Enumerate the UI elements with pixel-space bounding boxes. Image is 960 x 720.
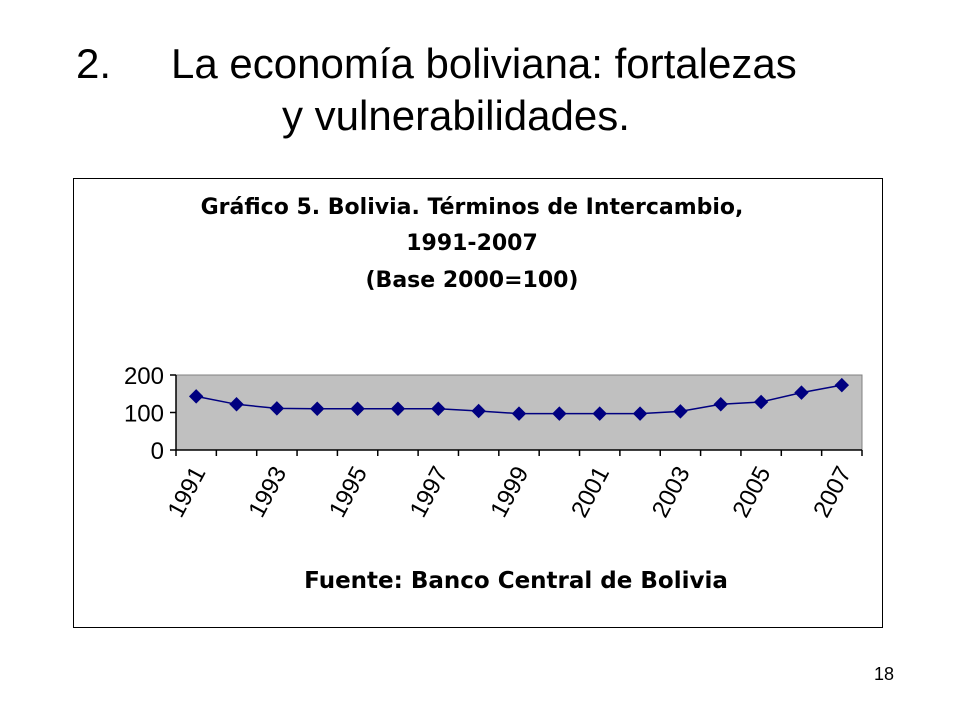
y-tick-label: 200 [124,363,164,390]
data-point-marker [431,401,446,416]
data-point-marker [269,401,285,416]
data-point-marker [552,406,567,421]
x-tick-label: 1999 [485,462,534,522]
x-tick-label: 2003 [647,462,696,522]
x-tick-label: 2005 [728,462,777,522]
data-point-marker [511,406,527,421]
data-point-marker [471,403,486,419]
slide-title-text-1: La economía boliviana: fortalezas [171,40,797,87]
y-tick-label: 0 [151,438,164,465]
chart-title-line-3: (Base 2000=100) [366,268,579,293]
x-tick-label: 1993 [243,462,292,522]
data-point-marker [673,404,688,419]
data-point-marker [390,401,406,416]
data-point-marker [592,406,607,421]
chart-title-line-1: Gráfico 5. Bolivia. Términos de Intercam… [201,195,744,220]
x-tick-label: 2007 [808,462,857,522]
x-tick-label: 1991 [163,462,212,522]
data-point-marker [229,397,244,412]
data-point-marker [350,401,365,416]
slide-title-number: 2. [76,40,112,87]
data-point-marker [713,397,728,412]
y-tick-label: 100 [124,401,164,428]
slide-title-line-2: y vulnerabilidades. [282,92,630,139]
x-tick-label: 1995 [324,462,373,522]
slide-title: 2. La economía boliviana: fortalezas y vu… [0,38,960,142]
data-point-marker [310,401,325,416]
page-number: 18 [874,664,895,684]
data-point-marker [632,406,648,421]
chart-title-line-2: 1991-2007 [406,231,538,256]
slide-title-line-1: 2. La economía boliviana: fortalezas [0,38,960,90]
data-point-marker [794,385,809,400]
chart-source: Fuente: Banco Central de Bolivia [304,568,728,594]
data-point-marker [188,389,204,404]
plot-layer: 0 100 200 1991 1993 1995 1997 1999 2001 2003 2005 2… [124,363,863,522]
x-tick-label: 2001 [566,462,615,522]
x-tick-label: 1997 [405,462,454,522]
data-point-marker [753,394,769,410]
data-point-marker [834,377,850,393]
